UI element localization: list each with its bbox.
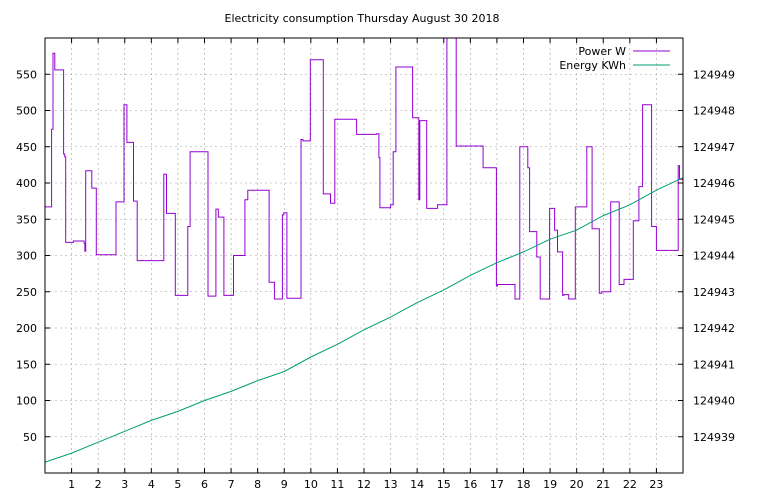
x-tick-label: 14: [410, 478, 424, 491]
y-tick-label: 100: [16, 395, 37, 408]
x-tick-label: 23: [649, 478, 663, 491]
y2-tick-label: 124948: [693, 105, 735, 118]
legend: Power W Energy KWh: [559, 45, 670, 72]
x-tick-label: 3: [121, 478, 128, 491]
x-tick-label: 12: [357, 478, 371, 491]
x-tick-label: 4: [148, 478, 155, 491]
chart-title: Electricity consumption Thursday August …: [225, 12, 500, 25]
y2-tick-label: 124949: [693, 68, 735, 81]
x-tick-label: 7: [228, 478, 235, 491]
x-tick-label: 22: [623, 478, 637, 491]
y-tick-label: 550: [16, 68, 37, 81]
y2-tick-label: 124944: [693, 250, 735, 263]
legend-label-energy: Energy KWh: [559, 59, 626, 72]
x-tick-label: 15: [437, 478, 451, 491]
y2-tick-label: 124939: [693, 431, 735, 444]
y2-tick-label: 124943: [693, 286, 735, 299]
y2-tick-label: 124940: [693, 395, 735, 408]
x-tick-label: 21: [596, 478, 610, 491]
y-tick-label: 50: [23, 431, 37, 444]
x-tick-label: 11: [330, 478, 344, 491]
grid: [45, 38, 683, 473]
x-tick-label: 13: [384, 478, 398, 491]
y2-tick-label: 124946: [693, 177, 735, 190]
y-tick-label: 250: [16, 286, 37, 299]
y-tick-label: 500: [16, 105, 37, 118]
x-tick-label: 5: [174, 478, 181, 491]
x-tick-label: 2: [95, 478, 102, 491]
x-tick-label: 10: [304, 478, 318, 491]
y2-tick-label: 124945: [693, 213, 735, 226]
y-tick-label: 400: [16, 177, 37, 190]
y-tick-label: 450: [16, 141, 37, 154]
legend-label-power: Power W: [578, 45, 626, 58]
y2-tick-label: 124941: [693, 358, 735, 371]
series-layer: [45, 38, 683, 463]
x-tick-label: 1: [68, 478, 75, 491]
y-tick-label: 150: [16, 358, 37, 371]
x-tick-label: 20: [570, 478, 584, 491]
x-tick-label: 19: [543, 478, 557, 491]
ticks: 1 2 3 4 5 6 7 8 9 10 11 12 13 14 15 16 17 18 19 20 21 22 23501…: [16, 38, 735, 491]
y-tick-label: 350: [16, 213, 37, 226]
x-tick-label: 8: [254, 478, 261, 491]
y-tick-label: 200: [16, 322, 37, 335]
x-tick-label: 18: [517, 478, 531, 491]
x-tick-label: 6: [201, 478, 208, 491]
x-tick-label: 9: [281, 478, 288, 491]
x-tick-label: 16: [463, 478, 477, 491]
y-tick-label: 300: [16, 250, 37, 263]
series-line-1: [45, 177, 683, 463]
y2-tick-label: 124947: [693, 141, 735, 154]
y2-tick-label: 124942: [693, 322, 735, 335]
x-tick-label: 17: [490, 478, 504, 491]
series-line-0: [45, 38, 683, 300]
